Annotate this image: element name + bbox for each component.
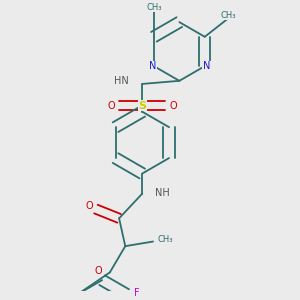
Text: F: F [134,287,140,298]
Text: CH₃: CH₃ [220,11,236,20]
Text: CH₃: CH₃ [158,236,173,244]
Text: S: S [138,100,146,110]
Text: NH: NH [154,188,169,198]
Text: O: O [86,201,94,211]
Text: N: N [149,61,156,71]
Text: O: O [169,100,177,110]
Text: O: O [108,100,115,110]
Text: N: N [202,61,210,71]
Text: O: O [94,266,102,276]
Text: CH₃: CH₃ [146,3,162,12]
Text: HN: HN [114,76,128,86]
